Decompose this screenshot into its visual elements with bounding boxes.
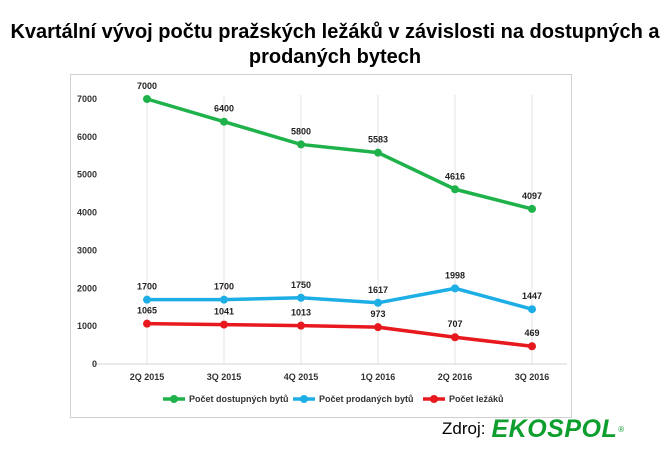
data-label: 1750 — [291, 280, 311, 290]
y-tick-label: 3000 — [77, 245, 97, 255]
data-point — [220, 320, 228, 329]
data-label: 1700 — [137, 282, 157, 292]
data-label: 973 — [370, 309, 385, 319]
series-line-0 — [146, 97, 533, 211]
data-point — [528, 342, 536, 351]
data-point — [451, 185, 459, 194]
legend-swatch-dot — [300, 395, 308, 403]
x-tick-label: 3Q 2015 — [207, 372, 242, 382]
data-point — [528, 204, 536, 213]
legend-label: Počet dostupných bytů — [189, 394, 289, 404]
data-point — [374, 298, 382, 307]
data-point — [528, 305, 536, 314]
data-label: 469 — [524, 328, 539, 338]
data-label: 1065 — [137, 306, 157, 316]
y-tick-label: 0 — [92, 359, 97, 369]
y-tick-label: 6000 — [77, 132, 97, 142]
data-label: 1998 — [445, 270, 465, 280]
data-label: 1447 — [522, 291, 542, 301]
y-tick-label: 5000 — [77, 170, 97, 180]
x-tick-label: 3Q 2016 — [515, 372, 550, 382]
y-tick-label: 2000 — [77, 283, 97, 293]
line-chart: 0 1000 2000 3000 4000 5000 6000 7000 2Q 2015 3Q 2… — [77, 81, 567, 404]
data-point — [220, 117, 228, 126]
data-label: 6400 — [214, 104, 234, 114]
data-point — [297, 140, 305, 149]
data-point — [451, 284, 459, 293]
data-point — [143, 319, 151, 328]
data-label: 1700 — [214, 282, 234, 292]
data-label: 4097 — [522, 191, 542, 201]
ekospol-logo: EKOSPOL — [491, 415, 618, 443]
data-point — [451, 333, 459, 342]
y-tick-label: 7000 — [77, 94, 97, 104]
x-tick-label: 1Q 2016 — [361, 372, 396, 382]
y-tick-label: 4000 — [77, 208, 97, 218]
data-label: 1041 — [214, 307, 234, 317]
series-line-1 — [147, 286, 533, 311]
data-point — [220, 295, 228, 304]
data-point — [374, 148, 382, 157]
y-tick-label: 1000 — [77, 321, 97, 331]
x-tick-label: 2Q 2015 — [130, 372, 165, 382]
x-tick-label: 4Q 2015 — [284, 372, 319, 382]
registered-mark: ® — [618, 424, 625, 434]
chart-area: 0 1000 2000 3000 4000 5000 6000 7000 2Q 2015 3Q 2… — [70, 74, 572, 418]
legend-swatch-dot — [430, 395, 438, 403]
data-label: 707 — [447, 319, 462, 329]
legend-label: Počet prodaných bytů — [319, 394, 414, 404]
data-label: 5800 — [291, 126, 311, 136]
series-line-2 — [146, 321, 533, 348]
data-point — [297, 321, 305, 330]
data-point — [143, 295, 151, 304]
source-credit: Zdroj: EKOSPOL ® — [442, 414, 624, 444]
data-label: 4616 — [445, 171, 465, 181]
data-point — [143, 95, 151, 103]
data-point — [297, 293, 305, 302]
data-label: 1617 — [368, 285, 388, 295]
data-label: 7000 — [137, 81, 157, 91]
data-label: 5583 — [368, 135, 388, 145]
legend-label: Počet ležáků — [449, 394, 504, 404]
x-tick-label: 2Q 2016 — [438, 372, 473, 382]
legend-swatch-dot — [170, 395, 178, 403]
data-label: 1013 — [291, 308, 311, 318]
source-label: Zdroj: — [442, 419, 486, 438]
data-point — [374, 323, 382, 332]
chart-title: Kvartální vývoj počtu pražských ležáků v… — [10, 21, 660, 68]
